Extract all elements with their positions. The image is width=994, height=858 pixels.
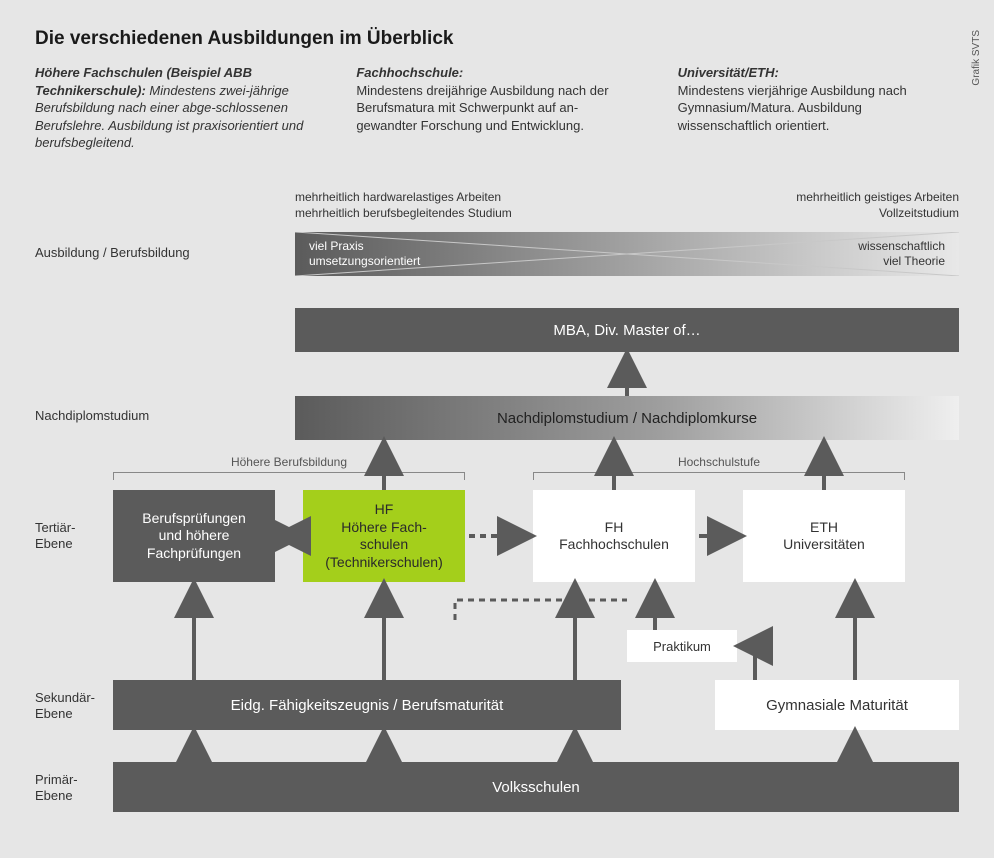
row-label-tertiaer: Tertiär- Ebene <box>35 520 125 551</box>
spectrum-top-left-1: mehrheitlich hardwarelastiges Arbeiten <box>295 190 625 206</box>
bar-mba: MBA, Div. Master of… <box>295 308 959 352</box>
bar-nachdiplom-text: Nachdiplomstudium / Nachdiplomkurse <box>497 410 757 427</box>
bar-nachdiplom: Nachdiplomstudium / Nachdiplomkurse <box>295 396 959 440</box>
page-title: Die verschiedenen Ausbildungen im Überbl… <box>35 28 959 50</box>
spectrum-top-left-2: mehrheitlich berufsbegleitendes Studium <box>295 206 625 222</box>
spectrum-top-right: mehrheitlich geistiges Arbeiten Vollzeit… <box>699 190 959 221</box>
box-praktikum: Praktikum <box>627 630 737 662</box>
row-label-primaer: Primär- Ebene <box>35 772 125 803</box>
credit-text: Grafik SVTS <box>971 30 982 86</box>
intro-row: Höhere Fachschulen (Beispiel ABB Technik… <box>35 64 959 152</box>
intro-col-fh: Fachhochschule: Mindestens dreijährige A… <box>356 64 637 152</box>
intro-uni-body: Mindestens vierjährige Ausbildung nach G… <box>678 83 907 133</box>
spectrum-top-right-2: Vollzeitstudium <box>699 206 959 222</box>
intro-col-uni: Universität/ETH: Mindestens vierjährige … <box>678 64 959 152</box>
box-hf: HF Höhere Fach- schulen (Technikerschule… <box>303 490 465 582</box>
bracket-right-label: Hochschulstufe <box>533 455 905 469</box>
intro-fh-body: Mindestens dreijährige Ausbildung nach d… <box>356 83 608 133</box>
spectrum-top-left: mehrheitlich hardwarelastiges Arbeiten m… <box>295 190 625 221</box>
intro-col-hf: Höhere Fachschulen (Beispiel ABB Technik… <box>35 64 316 152</box>
bracket-left-label: Höhere Berufsbildung <box>113 455 465 469</box>
box-fh: FH Fachhochschulen <box>533 490 695 582</box>
intro-uni-heading: Universität/ETH: <box>678 65 779 80</box>
spectrum-top-right-1: mehrheitlich geistiges Arbeiten <box>699 190 959 206</box>
intro-fh-heading: Fachhochschule: <box>356 65 463 80</box>
bar-efz: Eidg. Fähigkeitszeugnis / Berufsmaturitä… <box>113 680 621 730</box>
bracket-right <box>533 472 905 480</box>
box-berufspruefungen: Berufsprüfungen und höhere Fachprüfungen <box>113 490 275 582</box>
box-eth: ETH Universitäten <box>743 490 905 582</box>
diagram: mehrheitlich hardwarelastiges Arbeiten m… <box>35 190 959 838</box>
bar-gym: Gymnasiale Maturität <box>715 680 959 730</box>
row-label-nachdiplom: Nachdiplomstudium <box>35 408 215 424</box>
row-label-sekundaer: Sekundär- Ebene <box>35 690 125 721</box>
spectrum-inner-right: wissenschaftlich viel Theorie <box>858 239 945 269</box>
bracket-left <box>113 472 465 480</box>
spectrum-bar: viel Praxis umsetzungsorientiert wissens… <box>295 232 959 276</box>
bar-volks: Volksschulen <box>113 762 959 812</box>
spectrum-inner-left: viel Praxis umsetzungsorientiert <box>309 239 420 269</box>
row-label-ausbildung: Ausbildung / Berufsbildung <box>35 245 215 261</box>
